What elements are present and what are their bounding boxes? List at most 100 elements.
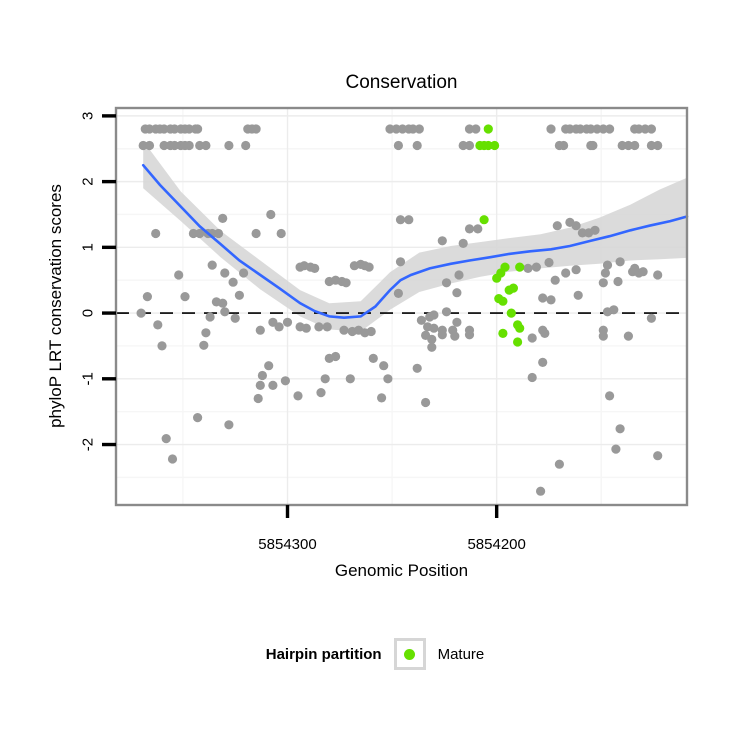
data-point bbox=[483, 140, 493, 151]
data-point bbox=[322, 322, 332, 332]
data-point bbox=[377, 393, 387, 403]
data-point bbox=[301, 323, 311, 333]
data-point bbox=[577, 228, 588, 238]
data-point bbox=[602, 260, 613, 270]
data-point bbox=[575, 124, 585, 134]
data-point bbox=[559, 140, 569, 151]
data-point bbox=[339, 325, 349, 335]
data-point bbox=[224, 420, 234, 430]
mature-dot-icon bbox=[404, 648, 416, 660]
data-point bbox=[220, 307, 230, 317]
data-point bbox=[458, 140, 468, 151]
data-point bbox=[544, 257, 554, 268]
data-point bbox=[280, 376, 290, 386]
data-point bbox=[274, 322, 284, 332]
data-point bbox=[536, 486, 546, 496]
data-point bbox=[500, 262, 510, 272]
data-point bbox=[454, 270, 464, 280]
data-point bbox=[251, 124, 261, 134]
data-point bbox=[414, 124, 424, 134]
data-point bbox=[188, 228, 198, 239]
data-point bbox=[159, 124, 169, 134]
data-point bbox=[571, 265, 581, 275]
data-point bbox=[590, 225, 600, 235]
y-tick-label: -1 bbox=[80, 372, 97, 385]
data-point bbox=[515, 323, 525, 333]
y-tick-label: 3 bbox=[80, 112, 97, 120]
data-point bbox=[364, 262, 374, 272]
data-point bbox=[331, 351, 341, 362]
data-point bbox=[515, 262, 525, 272]
data-point bbox=[498, 296, 508, 306]
data-point bbox=[452, 317, 462, 327]
data-point bbox=[429, 323, 439, 333]
y-tick-label: 2 bbox=[80, 177, 97, 185]
data-point bbox=[136, 308, 146, 318]
data-point bbox=[646, 124, 657, 134]
data-point bbox=[561, 268, 571, 278]
data-point bbox=[464, 224, 475, 234]
data-point bbox=[228, 277, 238, 287]
data-point bbox=[213, 228, 224, 239]
data-point bbox=[341, 278, 351, 288]
data-point bbox=[255, 325, 265, 335]
data-point bbox=[498, 328, 508, 338]
data-point bbox=[218, 298, 228, 308]
data-point bbox=[573, 290, 583, 300]
data-point bbox=[653, 140, 663, 151]
data-point bbox=[153, 320, 163, 330]
data-point bbox=[138, 140, 148, 151]
data-point bbox=[195, 228, 205, 239]
data-point bbox=[646, 313, 657, 323]
data-point bbox=[404, 215, 414, 225]
data-point bbox=[600, 268, 611, 278]
data-point bbox=[598, 278, 608, 288]
data-point bbox=[513, 337, 523, 347]
data-point bbox=[314, 322, 324, 332]
legend-key bbox=[393, 638, 426, 670]
data-point bbox=[408, 124, 418, 134]
data-point bbox=[385, 124, 395, 134]
data-point bbox=[598, 331, 608, 341]
data-point bbox=[293, 391, 303, 401]
data-point bbox=[531, 262, 542, 272]
data-point bbox=[241, 140, 251, 151]
data-point bbox=[395, 257, 406, 267]
data-point bbox=[207, 260, 217, 270]
data-point bbox=[471, 124, 481, 134]
data-point bbox=[268, 380, 278, 390]
data-point bbox=[605, 391, 615, 401]
data-point bbox=[483, 124, 493, 134]
data-point bbox=[586, 124, 596, 134]
data-point bbox=[157, 341, 167, 351]
data-point bbox=[320, 374, 330, 384]
data-point bbox=[458, 238, 468, 248]
data-point bbox=[615, 257, 625, 267]
data-point bbox=[174, 270, 184, 280]
data-point bbox=[144, 140, 155, 151]
data-point bbox=[552, 221, 562, 231]
data-point bbox=[437, 236, 447, 246]
x-axis-label: Genomic Position bbox=[334, 561, 469, 580]
data-point bbox=[638, 267, 648, 277]
data-point bbox=[201, 328, 211, 338]
data-point bbox=[345, 374, 355, 384]
data-point bbox=[257, 370, 267, 381]
data-point bbox=[473, 224, 483, 234]
data-point bbox=[253, 393, 263, 404]
data-point bbox=[605, 124, 615, 134]
data-point bbox=[224, 140, 234, 151]
data-point bbox=[397, 124, 408, 134]
data-point bbox=[180, 292, 190, 302]
legend-title: Hairpin partition bbox=[265, 645, 382, 663]
data-point bbox=[615, 424, 625, 434]
data-point bbox=[184, 124, 194, 134]
data-point bbox=[598, 124, 608, 134]
data-point bbox=[611, 444, 621, 454]
data-point bbox=[441, 307, 452, 317]
data-point bbox=[393, 140, 403, 151]
data-point bbox=[492, 273, 502, 283]
data-point bbox=[464, 124, 475, 134]
